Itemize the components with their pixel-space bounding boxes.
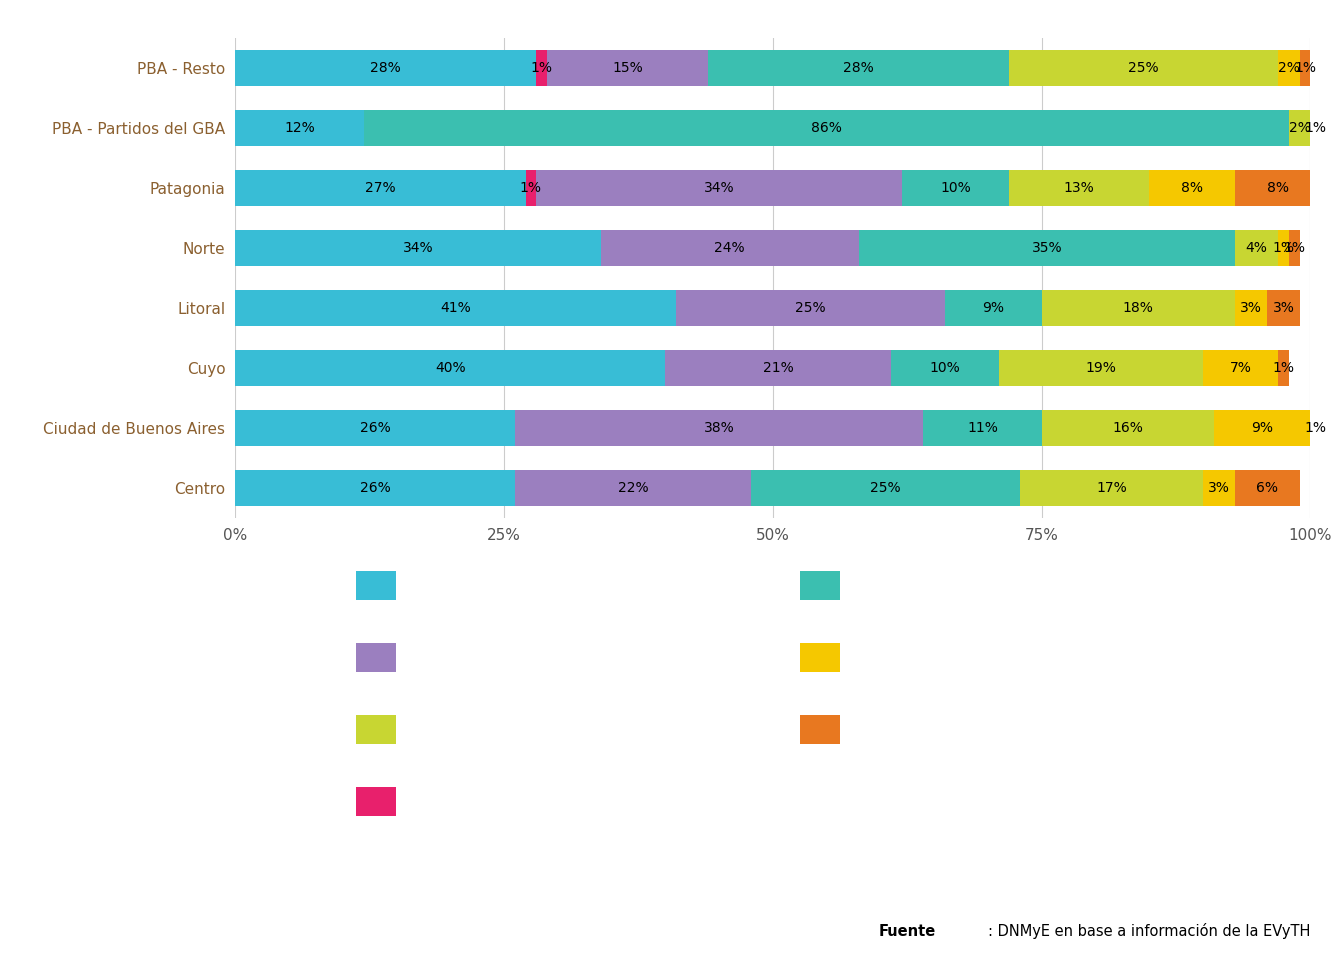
Text: 1%: 1%: [1273, 241, 1294, 255]
Bar: [923, 411, 1042, 446]
Text: 25%: 25%: [871, 481, 900, 495]
Bar: [1009, 171, 1149, 206]
Bar: [676, 290, 945, 326]
Text: 34%: 34%: [704, 181, 734, 196]
Bar: [235, 290, 676, 326]
Text: 13%: 13%: [1064, 181, 1094, 196]
Text: 38%: 38%: [704, 421, 734, 436]
Bar: [536, 171, 902, 206]
Text: 19%: 19%: [1086, 361, 1116, 375]
Bar: [945, 290, 1042, 326]
Text: 1%: 1%: [520, 181, 542, 196]
Bar: [1310, 110, 1321, 147]
Text: 16%: 16%: [1113, 421, 1142, 436]
Text: 9%: 9%: [982, 301, 1004, 316]
Text: 8%: 8%: [1267, 181, 1289, 196]
Text: 26%: 26%: [360, 421, 390, 436]
Bar: [891, 350, 999, 386]
Text: 9%: 9%: [1251, 421, 1273, 436]
Text: 1%: 1%: [1294, 61, 1316, 76]
Bar: [1300, 51, 1310, 86]
Text: 86%: 86%: [812, 121, 841, 135]
Text: 41%: 41%: [441, 301, 470, 316]
Bar: [1267, 290, 1300, 326]
Bar: [1235, 470, 1300, 507]
Text: : DNMyE en base a información de la EVyTH: : DNMyE en base a información de la EVyT…: [988, 923, 1310, 939]
Text: 25%: 25%: [1129, 61, 1159, 76]
Bar: [665, 350, 891, 386]
Bar: [1203, 350, 1278, 386]
Bar: [859, 230, 1235, 266]
Text: 18%: 18%: [1124, 301, 1153, 316]
Bar: [1235, 171, 1321, 206]
Bar: [1149, 171, 1235, 206]
Bar: [1214, 411, 1310, 446]
Bar: [708, 51, 1009, 86]
Text: Fuente: Fuente: [879, 924, 935, 939]
Bar: [536, 51, 547, 86]
Bar: [1278, 230, 1289, 266]
Text: 21%: 21%: [763, 361, 793, 375]
Bar: [902, 171, 1009, 206]
Text: 12%: 12%: [285, 121, 314, 135]
Text: 28%: 28%: [371, 61, 401, 76]
Bar: [235, 171, 526, 206]
Text: 2%: 2%: [1278, 61, 1300, 76]
Text: 2%: 2%: [1289, 121, 1310, 135]
Text: 10%: 10%: [930, 361, 960, 375]
Bar: [1042, 290, 1235, 326]
Bar: [1289, 110, 1310, 147]
Text: 22%: 22%: [618, 481, 648, 495]
Text: 15%: 15%: [613, 61, 642, 76]
Text: 3%: 3%: [1241, 301, 1262, 316]
Bar: [235, 350, 665, 386]
Text: 35%: 35%: [1032, 241, 1062, 255]
Bar: [235, 411, 515, 446]
Text: 1%: 1%: [531, 61, 552, 76]
Bar: [1020, 470, 1203, 507]
Text: 1%: 1%: [1305, 121, 1327, 135]
Text: 25%: 25%: [796, 301, 825, 316]
Text: 4%: 4%: [1246, 241, 1267, 255]
Text: 6%: 6%: [1257, 481, 1278, 495]
Bar: [515, 411, 923, 446]
Bar: [1203, 470, 1235, 507]
Text: 40%: 40%: [435, 361, 465, 375]
Bar: [1235, 230, 1278, 266]
Text: 27%: 27%: [366, 181, 395, 196]
Text: 10%: 10%: [941, 181, 970, 196]
Bar: [1278, 350, 1289, 386]
Bar: [1009, 51, 1278, 86]
Text: 3%: 3%: [1208, 481, 1230, 495]
Text: 8%: 8%: [1181, 181, 1203, 196]
Bar: [547, 51, 708, 86]
Bar: [1042, 411, 1214, 446]
Bar: [601, 230, 859, 266]
Text: 1%: 1%: [1305, 421, 1327, 436]
Bar: [999, 350, 1203, 386]
Bar: [751, 470, 1020, 507]
Bar: [235, 110, 364, 147]
Text: 3%: 3%: [1273, 301, 1294, 316]
Text: 17%: 17%: [1097, 481, 1126, 495]
Bar: [235, 230, 601, 266]
Text: 7%: 7%: [1230, 361, 1251, 375]
Text: 34%: 34%: [403, 241, 433, 255]
Text: 1%: 1%: [1273, 361, 1294, 375]
Bar: [1235, 290, 1267, 326]
Text: 28%: 28%: [844, 61, 874, 76]
Bar: [1289, 230, 1300, 266]
Bar: [235, 51, 536, 86]
Text: 1%: 1%: [1284, 241, 1305, 255]
Text: 26%: 26%: [360, 481, 390, 495]
Bar: [364, 110, 1289, 147]
Bar: [1278, 51, 1300, 86]
Bar: [526, 171, 536, 206]
Bar: [1310, 411, 1321, 446]
Text: 24%: 24%: [715, 241, 745, 255]
Text: 11%: 11%: [968, 421, 997, 436]
Bar: [515, 470, 751, 507]
Bar: [235, 470, 515, 507]
